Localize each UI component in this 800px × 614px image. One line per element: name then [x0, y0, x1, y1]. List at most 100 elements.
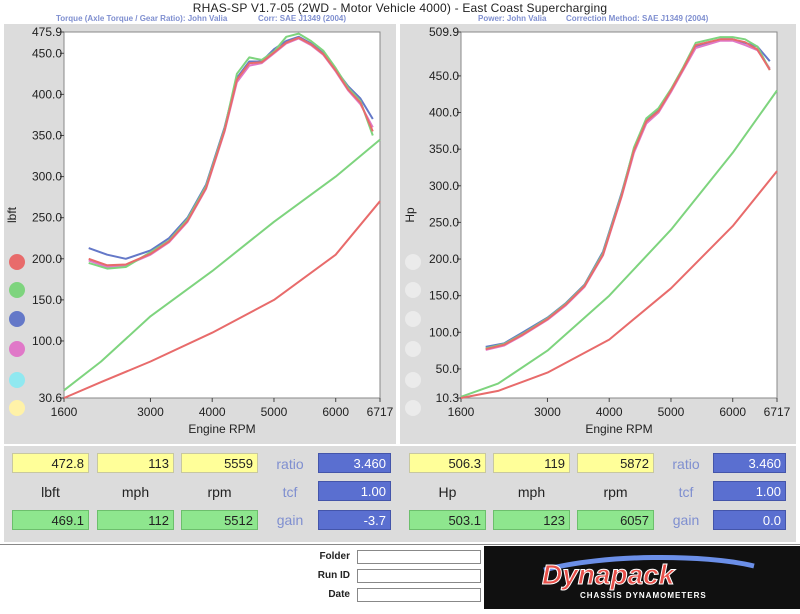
y-tick-label: 450.0: [32, 46, 62, 60]
y-tick-label: 10.3: [436, 391, 460, 405]
y-tick-label: 150.0: [32, 293, 62, 307]
x-tick-label: 1600: [51, 405, 78, 419]
left-label-rpm: rpm: [207, 484, 232, 500]
run-id-label: Run ID: [317, 570, 350, 581]
right-ratio-value[interactable]: 3.460: [713, 453, 786, 473]
right-subtitle-1: Power: John Valia: [478, 14, 547, 23]
y-tick-label: 475.9: [32, 25, 62, 39]
series-line-red: [88, 36, 374, 267]
x-tick-label: 6717: [764, 405, 791, 419]
right-gain-value[interactable]: 0.0: [713, 510, 786, 530]
left-ratio-value[interactable]: 3.460: [318, 453, 391, 473]
left-label-mph: mph: [121, 484, 150, 500]
right-max-hp: 506.3: [409, 453, 486, 473]
x-tick-label: 4000: [596, 405, 623, 419]
right-ratio-label: ratio: [672, 456, 700, 472]
y-tick-label: 350.0: [429, 142, 459, 156]
left-max-mph: 113: [97, 453, 174, 473]
dynapack-logo: Dynapack CHASSIS DYNAMOMETERS: [484, 546, 800, 609]
y-tick-label: 100.0: [429, 325, 459, 339]
x-tick-label: 3000: [534, 405, 561, 419]
legend-dot-5-right[interactable]: [405, 372, 421, 388]
power-chart: 10.3 50.0 100.0 150.0 200.0 250.0 300.0 350.0 40…: [403, 25, 791, 436]
left-min-rpm: 5512: [181, 510, 258, 530]
right-tcf-label: tcf: [678, 484, 694, 500]
series-line-green: [460, 89, 778, 398]
y-tick-label: 400.0: [32, 87, 62, 101]
right-label-rpm: rpm: [603, 484, 628, 500]
x-tick-label: 6000: [322, 405, 349, 419]
y-tick-label: 50.0: [436, 362, 460, 376]
x-axis-title: Engine RPM: [188, 422, 255, 436]
legend-dot-yellow[interactable]: [9, 400, 25, 416]
legend-dot-magenta[interactable]: [9, 341, 25, 357]
series-line-red: [485, 38, 771, 351]
left-max-rpm: 5559: [181, 453, 258, 473]
date-label: Date: [328, 589, 350, 600]
right-gain-label: gain: [672, 512, 700, 528]
x-tick-label: 1600: [448, 405, 475, 419]
legend-dot-2-right[interactable]: [405, 282, 421, 298]
right-max-rpm: 5872: [577, 453, 654, 473]
folder-field[interactable]: [357, 550, 481, 564]
run-id-field[interactable]: [357, 569, 481, 583]
folder-label: Folder: [319, 551, 350, 562]
legend-dot-4-right[interactable]: [405, 341, 421, 357]
x-tick-label: 5000: [261, 405, 288, 419]
y-tick-label: 509.9: [429, 25, 459, 39]
y-tick-label: 200.0: [32, 252, 62, 266]
y-tick-label: 30.6: [39, 391, 63, 405]
series-line-green: [63, 138, 381, 392]
legend-dot-red[interactable]: [9, 254, 25, 270]
y-tick-label: 250.0: [32, 211, 62, 225]
y-axis-title: lbft: [5, 206, 19, 223]
left-label-lbft: lbft: [41, 484, 60, 500]
right-tcf-value[interactable]: 1.00: [713, 481, 786, 501]
left-gain-label: gain: [276, 512, 304, 528]
legend-dot-3-right[interactable]: [405, 311, 421, 327]
left-min-lbft: 469.1: [12, 510, 89, 530]
logo-text: Dynapack: [542, 559, 676, 590]
right-min-rpm: 6057: [577, 510, 654, 530]
right-label-hp: Hp: [438, 484, 457, 500]
y-tick-label: 300.0: [32, 170, 62, 184]
y-tick-label: 150.0: [429, 289, 459, 303]
y-tick-label: 200.0: [429, 252, 459, 266]
dynapack-logo-graphic: Dynapack CHASSIS DYNAMOMETERS: [542, 554, 755, 600]
left-subtitle-2: Corr: SAE J1349 (2004): [258, 14, 347, 23]
legend-dot-cyan[interactable]: [9, 372, 25, 388]
series-line-red: [63, 200, 381, 399]
right-label-mph: mph: [517, 484, 546, 500]
left-tcf-value[interactable]: 1.00: [318, 481, 391, 501]
y-axis-title: Hp: [403, 207, 417, 223]
x-tick-label: 5000: [658, 405, 685, 419]
x-tick-label: 6717: [367, 405, 394, 419]
series-line-red: [460, 170, 778, 399]
left-ratio-label: ratio: [276, 456, 304, 472]
x-tick-label: 4000: [199, 405, 226, 419]
legend-dot-green[interactable]: [9, 282, 25, 298]
right-min-mph: 123: [493, 510, 570, 530]
left-gain-value[interactable]: -3.7: [318, 510, 391, 530]
legend-dot-1-right[interactable]: [405, 254, 421, 270]
x-tick-label: 6000: [719, 405, 746, 419]
left-tcf-label: tcf: [282, 484, 298, 500]
y-tick-label: 350.0: [32, 128, 62, 142]
x-tick-label: 3000: [137, 405, 164, 419]
right-max-mph: 119: [493, 453, 570, 473]
right-min-hp: 503.1: [409, 510, 486, 530]
date-field[interactable]: [357, 588, 481, 602]
torque-chart: 30.6 100.0 150.0 200.0 250.0 300.0 350.0 400.0 4…: [5, 25, 394, 436]
series-line-green: [88, 32, 374, 270]
page-title: RHAS-SP V1.7-05 (2WD - Motor Vehicle 400…: [192, 1, 608, 15]
y-tick-label: 100.0: [32, 334, 62, 348]
x-axis-title: Engine RPM: [585, 422, 652, 436]
logo-subtext: CHASSIS DYNAMOMETERS: [580, 591, 707, 600]
y-tick-label: 250.0: [429, 215, 459, 229]
left-subtitle-1: Torque (Axle Torque / Gear Ratio): John …: [56, 14, 228, 23]
legend-dot-6-right[interactable]: [405, 400, 421, 416]
y-tick-label: 450.0: [429, 69, 459, 83]
legend-dot-blue[interactable]: [9, 311, 25, 327]
left-min-mph: 112: [97, 510, 174, 530]
plot-area: [63, 31, 381, 399]
